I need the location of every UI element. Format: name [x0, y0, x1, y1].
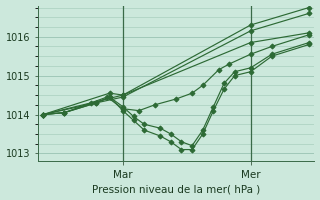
X-axis label: Pression niveau de la mer( hPa ): Pression niveau de la mer( hPa ): [92, 184, 260, 194]
